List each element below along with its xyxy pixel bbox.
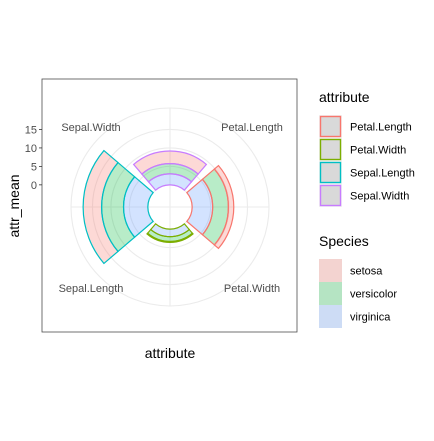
legend-title: attribute <box>319 89 370 105</box>
legend-key-bg <box>319 282 342 305</box>
legend-key <box>319 161 342 184</box>
bars-layer <box>82 149 235 265</box>
legend-key <box>319 305 342 328</box>
legend-key-bg <box>319 259 342 282</box>
legend-key <box>319 259 342 282</box>
legend-label: setosa <box>350 266 383 278</box>
legend-attribute: attribute Petal.Length Petal.Width Sepal.Le… <box>319 89 415 207</box>
legend-key-bg <box>319 305 342 328</box>
x-axis-title: attribute <box>145 345 196 361</box>
y-tick-label: 15 <box>25 124 37 136</box>
bar-petal-width-setosa <box>146 232 194 243</box>
y-ticks: 0 5 10 15 <box>25 124 42 192</box>
category-label-petal-length: Petal.Length <box>221 122 283 134</box>
legend-key <box>319 138 342 161</box>
legend-label: Sepal.Width <box>350 191 409 203</box>
category-labels: Sepal.Width Petal.Length Petal.Width Sepal.… <box>59 122 283 295</box>
legend-label: Petal.Length <box>350 122 412 134</box>
legend-label: versicolor <box>350 289 397 301</box>
y-axis-title: attr_mean <box>6 174 22 237</box>
legend-key <box>319 115 342 138</box>
y-tick-label: 0 <box>31 180 37 192</box>
category-label-sepal-length: Sepal.Length <box>59 283 124 295</box>
legend-key <box>319 184 342 207</box>
y-tick-label: 5 <box>31 161 37 173</box>
bar-sepal-length-setosa <box>82 149 119 265</box>
bar-petal-length-setosa <box>213 164 235 250</box>
legend-label: virginica <box>350 312 391 324</box>
legend-label: Sepal.Length <box>350 168 415 180</box>
bar-sepal-width-setosa <box>132 150 208 175</box>
legend-key <box>319 282 342 305</box>
category-label-petal-width: Petal.Width <box>224 283 280 295</box>
category-label-sepal-width: Sepal.Width <box>61 122 120 134</box>
legend-title: Species <box>319 233 369 249</box>
legend-species: Species setosa versicolor virginica <box>319 233 397 328</box>
legend-label: Petal.Width <box>350 145 406 157</box>
y-tick-label: 10 <box>25 143 37 155</box>
